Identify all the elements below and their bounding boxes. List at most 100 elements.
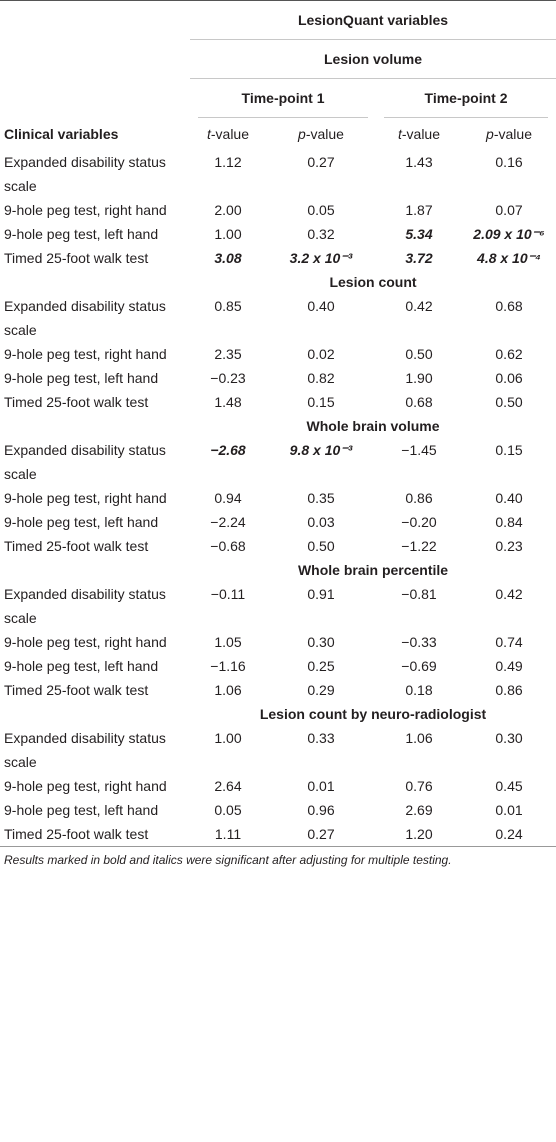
row-header: Clinical variables	[4, 126, 119, 142]
value-cell: 0.40	[307, 298, 335, 314]
value-cell: 5.34	[405, 226, 433, 242]
value-cell: 0.85	[214, 298, 242, 314]
value-cell: 0.15	[495, 442, 523, 458]
value-cell: 1.87	[405, 202, 433, 218]
row-label: Expanded disability status scale	[4, 730, 166, 770]
section-title: Lesion count	[329, 274, 417, 290]
section-row: Whole brain percentile	[0, 558, 556, 582]
column-suffix: -value	[210, 126, 250, 142]
value-cell: 0.76	[405, 778, 433, 794]
value-cell: 0.23	[495, 538, 523, 554]
value-cell: 0.27	[307, 826, 335, 842]
footnote: Results marked in bold and italics were …	[4, 853, 452, 867]
value-cell: 0.68	[405, 394, 433, 410]
value-cell: 0.24	[495, 826, 523, 842]
data-row: 9-hole peg test, right hand 2.00 0.05 1.87 0…	[0, 198, 556, 222]
value-cell: 4.8 x 10⁻⁴	[477, 250, 541, 266]
value-cell: 0.18	[405, 682, 433, 698]
value-cell: −0.20	[401, 514, 437, 530]
value-cell: 0.06	[495, 370, 523, 386]
value-cell: 1.00	[214, 730, 242, 746]
value-cell: 9.8 x 10⁻³	[289, 442, 353, 458]
value-cell: 1.43	[405, 154, 433, 170]
section-title: Whole brain volume	[306, 418, 440, 434]
value-cell: 0.07	[495, 202, 523, 218]
row-label: Timed 25-foot walk test	[4, 250, 149, 266]
value-cell: 0.50	[405, 346, 433, 362]
section-row: Whole brain volume	[0, 414, 556, 438]
value-cell: 2.64	[214, 778, 242, 794]
data-row: Timed 25-foot walk test 1.48 0.15 0.68 0.50	[0, 390, 556, 414]
value-cell: 0.16	[495, 154, 523, 170]
value-cell: 0.01	[307, 778, 335, 794]
data-row: Expanded disability status scale 1.00 0.33…	[0, 726, 556, 774]
value-cell: −0.68	[210, 538, 246, 554]
column-symbol: t	[206, 126, 211, 142]
header-row: Time-point 1 Time-point 2	[0, 79, 556, 119]
value-cell: 2.09 x 10⁻⁶	[473, 226, 545, 242]
header-row: LesionQuant variables	[0, 0, 556, 40]
section-row: Lesion count	[0, 270, 556, 294]
column-header-row: Clinical variables t-value p-value t-value p…	[0, 118, 556, 150]
value-cell: 0.35	[307, 490, 335, 506]
column-suffix: -value	[401, 126, 441, 142]
value-cell: 0.62	[495, 346, 523, 362]
value-cell: 0.68	[495, 298, 523, 314]
value-cell: 0.25	[307, 658, 335, 674]
row-label: Expanded disability status scale	[4, 154, 166, 194]
value-cell: 0.74	[495, 634, 523, 650]
data-row: Timed 25-foot walk test 3.08 3.2 x 10⁻³ 3.7…	[0, 246, 556, 270]
value-cell: 0.86	[405, 490, 433, 506]
row-label: 9-hole peg test, left hand	[4, 226, 159, 242]
column-header: p-value	[462, 118, 556, 150]
row-label: Expanded disability status scale	[4, 586, 166, 626]
value-cell: 0.32	[307, 226, 335, 242]
column-header: p-value	[266, 118, 376, 150]
row-label: 9-hole peg test, left hand	[4, 514, 159, 530]
data-row: 9-hole peg test, right hand 2.64 0.01 0.76 0…	[0, 774, 556, 798]
data-row: Expanded disability status scale −2.68 9.8…	[0, 438, 556, 486]
data-row: 9-hole peg test, left hand 1.00 0.32 5.34 2.…	[0, 222, 556, 246]
data-row: Expanded disability status scale 1.12 0.27…	[0, 150, 556, 198]
section-row: Lesion count by neuro-radiologist	[0, 702, 556, 726]
row-label: 9-hole peg test, right hand	[4, 346, 167, 362]
data-row: 9-hole peg test, left hand −1.16 0.25 −0.69…	[0, 654, 556, 678]
header-row: Lesion volume	[0, 39, 556, 79]
row-label: 9-hole peg test, right hand	[4, 778, 167, 794]
timepoint-cell: Time-point 2	[376, 79, 556, 118]
empty-cell	[0, 79, 190, 119]
value-cell: −0.33	[401, 634, 437, 650]
value-cell: 1.06	[214, 682, 242, 698]
empty-cell	[0, 270, 190, 294]
value-cell: 0.84	[495, 514, 523, 530]
empty-cell	[0, 40, 190, 79]
column-symbol: t	[397, 126, 402, 142]
timepoint-cell: Time-point 1	[190, 79, 376, 118]
row-label: 9-hole peg test, left hand	[4, 370, 159, 386]
section-title: Lesion volume	[190, 39, 556, 79]
value-cell: 0.42	[495, 586, 523, 602]
row-label: 9-hole peg test, right hand	[4, 490, 167, 506]
empty-cell	[0, 1, 190, 40]
row-label: Timed 25-foot walk test	[4, 826, 149, 842]
row-label: 9-hole peg test, left hand	[4, 658, 159, 674]
value-cell: 0.05	[307, 202, 335, 218]
value-cell: 1.00	[214, 226, 242, 242]
value-cell: 0.03	[307, 514, 335, 530]
empty-cell	[0, 558, 190, 582]
column-suffix: -value	[493, 126, 532, 142]
value-cell: 0.50	[307, 538, 335, 554]
value-cell: 0.96	[307, 802, 335, 818]
value-cell: 0.50	[495, 394, 523, 410]
row-label: 9-hole peg test, right hand	[4, 634, 167, 650]
value-cell: 2.69	[405, 802, 433, 818]
value-cell: 0.40	[495, 490, 523, 506]
data-row: Expanded disability status scale −0.11 0.9…	[0, 582, 556, 630]
column-header: t-value	[376, 118, 462, 150]
empty-cell	[0, 702, 190, 726]
value-cell: 0.45	[495, 778, 523, 794]
column-header: t-value	[190, 118, 266, 150]
value-cell: −0.11	[210, 586, 246, 602]
section-title: Lesion count by neuro-radiologist	[259, 706, 487, 722]
value-cell: 1.20	[405, 826, 433, 842]
